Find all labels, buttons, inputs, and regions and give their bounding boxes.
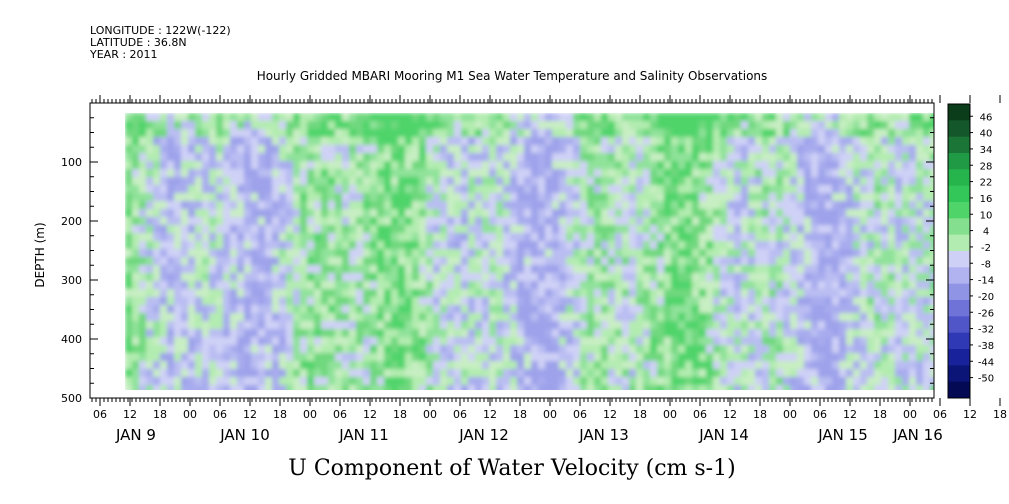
- colorbar-swatch: [948, 202, 970, 219]
- colorbar-label: -44: [978, 357, 994, 368]
- x-hour-tick-label: 12: [483, 408, 497, 421]
- colorbar-swatch: [948, 381, 970, 399]
- colorbar-label: 34: [980, 145, 993, 156]
- colorbar-label: 28: [980, 161, 993, 172]
- x-hour-tick-label: 18: [993, 408, 1007, 421]
- x-hour-tick-label: 06: [573, 408, 587, 421]
- y-tick-label: 500: [61, 392, 82, 405]
- colorbar-swatch: [948, 349, 970, 366]
- x-hour-tick-label: 18: [153, 408, 167, 421]
- colorbar-swatch: [948, 332, 970, 350]
- x-hour-tick-label: 18: [393, 408, 407, 421]
- x-day-label: JAN 15: [817, 426, 868, 444]
- x-hour-tick-label: 18: [273, 408, 287, 421]
- x-hour-tick-label: 00: [303, 408, 317, 421]
- x-hour-tick-label: 00: [543, 408, 557, 421]
- colorbar-label: 4: [983, 227, 989, 238]
- colorbar-label: -8: [981, 259, 991, 270]
- colorbar-label: 22: [980, 178, 993, 189]
- x-day-label: JAN 10: [219, 426, 270, 444]
- colorbar-swatch: [948, 234, 970, 252]
- colorbar-swatch: [948, 267, 970, 285]
- colorbar-swatch: [948, 316, 970, 334]
- colorbar-label: -50: [978, 374, 994, 385]
- colorbar-label: -20: [978, 292, 994, 303]
- x-hour-tick-label: 12: [243, 408, 257, 421]
- x-hour-tick-label: 00: [903, 408, 917, 421]
- x-hour-tick-label: 06: [453, 408, 467, 421]
- y-tick-label: 400: [61, 333, 82, 346]
- colorbar-label: -38: [978, 341, 994, 352]
- x-day-label: JAN 9: [115, 426, 156, 444]
- colorbar-label: 40: [980, 129, 993, 140]
- y-tick-label: 100: [61, 156, 82, 169]
- colorbar-swatch: [948, 365, 970, 383]
- x-hour-tick-label: 12: [123, 408, 137, 421]
- colorbar-label: -26: [978, 308, 994, 319]
- x-hour-tick-label: 06: [93, 408, 107, 421]
- x-hour-tick-label: 06: [813, 408, 827, 421]
- x-day-label: JAN 16: [892, 426, 943, 444]
- x-hour-tick-label: 06: [213, 408, 227, 421]
- colorbar-label: 16: [980, 194, 993, 205]
- colorbar-swatch: [948, 153, 970, 170]
- x-hour-tick-label: 18: [633, 408, 647, 421]
- x-day-label: JAN 11: [338, 426, 389, 444]
- chart-title: Hourly Gridded MBARI Mooring M1 Sea Wate…: [257, 69, 768, 83]
- colorbar-swatch: [948, 185, 970, 203]
- x-hour-tick-label: 18: [753, 408, 767, 421]
- x-hour-tick-label: 12: [603, 408, 617, 421]
- colorbar-label: -32: [978, 325, 994, 336]
- x-day-label: JAN 14: [698, 426, 749, 444]
- colorbar-label: -2: [981, 243, 991, 254]
- x-hour-tick-label: 00: [663, 408, 677, 421]
- heatmap-field: [125, 113, 934, 390]
- colorbar-swatch: [948, 300, 970, 317]
- x-hour-tick-label: 18: [513, 408, 527, 421]
- x-hour-tick-label: 06: [933, 408, 947, 421]
- y-tick-label: 200: [61, 215, 82, 228]
- x-axis-label: U Component of Water Velocity (cm s-1): [288, 456, 735, 481]
- year-label: YEAR : 2011: [90, 48, 158, 61]
- axis-ticks: 06 12 18 00 06 12 18 00 06 12 18 00 06 12 18 00 06 12 18 00…: [61, 95, 1007, 444]
- longitude-label: LONGITUDE : 122W(-122): [90, 24, 231, 37]
- colorbar-label: 46: [980, 112, 993, 123]
- latitude-label: LATITUDE : 36.8N: [90, 36, 187, 49]
- x-hour-tick-label: 00: [183, 408, 197, 421]
- y-axis-label: DEPTH (m): [33, 222, 47, 287]
- colorbar-swatch: [948, 218, 970, 236]
- x-day-label: JAN 12: [458, 426, 509, 444]
- colorbar: 46 40 34 28 22 16 10 4 -2 -8 -14 -20 -26 -32 -38 -44 -50: [947, 103, 994, 399]
- colorbar-swatch: [948, 120, 970, 138]
- colorbar-label: 10: [980, 210, 993, 221]
- x-hour-tick-label: 06: [333, 408, 347, 421]
- colorbar-swatch: [948, 169, 970, 187]
- x-hour-tick-label: 12: [723, 408, 737, 421]
- x-hour-tick-label: 12: [363, 408, 377, 421]
- colorbar-swatch: [948, 104, 970, 121]
- x-hour-tick-label: 00: [423, 408, 437, 421]
- x-hour-tick-label: 12: [963, 408, 977, 421]
- x-hour-tick-label: 18: [873, 408, 887, 421]
- colorbar-swatch: [948, 136, 970, 154]
- colorbar-swatch: [948, 251, 970, 268]
- y-tick-label: 300: [61, 274, 82, 287]
- x-hour-tick-label: 00: [783, 408, 797, 421]
- x-hour-tick-label: 12: [843, 408, 857, 421]
- x-day-label: JAN 13: [578, 426, 629, 444]
- x-hour-tick-label: 06: [693, 408, 707, 421]
- colorbar-swatch: [948, 283, 970, 301]
- colorbar-label: -14: [978, 276, 994, 287]
